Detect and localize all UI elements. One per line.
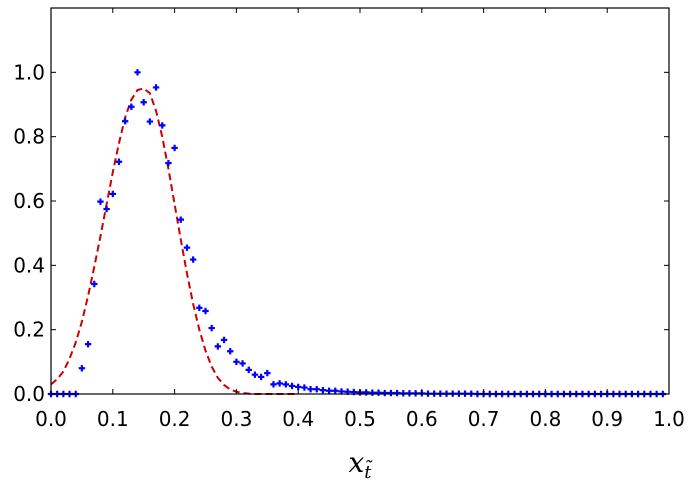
y-tick-label: 0.8: [13, 125, 45, 149]
data-point: [159, 122, 166, 129]
x-tick-label: 0.9: [591, 407, 623, 431]
data-point: [369, 389, 376, 396]
data-point: [264, 369, 271, 377]
data-point: [220, 336, 228, 344]
data-point: [140, 99, 147, 106]
data-point: [233, 358, 240, 366]
data-point: [109, 190, 116, 198]
plot-background: [51, 8, 669, 394]
x-axis-label-main: x: [348, 446, 364, 479]
data-point: [387, 389, 395, 397]
x-tick-label: 0.8: [529, 407, 561, 431]
data-point: [202, 307, 209, 315]
y-tick-label: 0.6: [13, 189, 45, 213]
data-point: [393, 389, 401, 397]
data-point: [208, 324, 215, 332]
data-point: [214, 343, 222, 350]
data-point: [412, 390, 419, 397]
data-point: [134, 69, 141, 76]
data-point: [121, 118, 129, 125]
data-point: [313, 385, 320, 393]
data-point: [332, 387, 339, 394]
x-tick-label: 1.0: [653, 407, 685, 431]
x-tick-label: 0.2: [159, 407, 191, 431]
axis-layer: 0.0 0.1 0.2 0.3 0.4 0.5 0.6 0.7 0.8 0.9 1.0 0.0 0.2 0…: [13, 8, 685, 431]
data-point: [251, 371, 259, 378]
data-point: [400, 390, 407, 397]
data-point: [227, 348, 234, 355]
data-point: [288, 382, 296, 390]
y-tick-label: 0.4: [13, 253, 45, 277]
data-point: [189, 256, 197, 263]
data-point: [152, 84, 160, 91]
data-point: [84, 340, 92, 348]
data-point: [196, 304, 203, 311]
data-point: [165, 159, 172, 167]
data-point: [183, 244, 191, 251]
x-tick-label: 0.0: [35, 407, 67, 431]
data-point: [257, 373, 265, 381]
data-point: [325, 387, 333, 394]
data-point: [177, 216, 184, 223]
x-axis-label-subscript: t̃: [364, 460, 373, 482]
x-axis-label: xt̃: [348, 446, 373, 482]
data-point: [171, 144, 178, 152]
x-tick-label: 0.4: [282, 407, 314, 431]
data-point: [91, 280, 98, 288]
x-tick-label: 0.6: [406, 407, 438, 431]
data-point: [319, 386, 327, 394]
data-point: [146, 118, 154, 125]
x-tick-label: 0.5: [344, 407, 376, 431]
y-tick-label: 1.0: [13, 60, 45, 84]
data-point: [276, 380, 283, 387]
data-point: [78, 365, 86, 372]
x-tick-label: 0.1: [97, 407, 129, 431]
x-tick-label: 0.7: [468, 407, 500, 431]
y-tick-label: 0.2: [13, 318, 45, 342]
data-point: [245, 366, 252, 374]
data-point: [282, 381, 290, 388]
data-point: [128, 103, 135, 110]
x-tick-label: 0.3: [220, 407, 252, 431]
y-tick-label: 0.0: [13, 382, 45, 406]
data-point: [301, 384, 308, 391]
data-point: [406, 390, 413, 397]
data-point: [381, 389, 388, 397]
data-point: [97, 198, 104, 205]
data-point: [103, 205, 110, 213]
data-point: [115, 158, 123, 165]
data-point: [239, 360, 246, 367]
data-point: [375, 389, 382, 396]
data-point: [307, 385, 314, 393]
data-point: [270, 381, 277, 388]
